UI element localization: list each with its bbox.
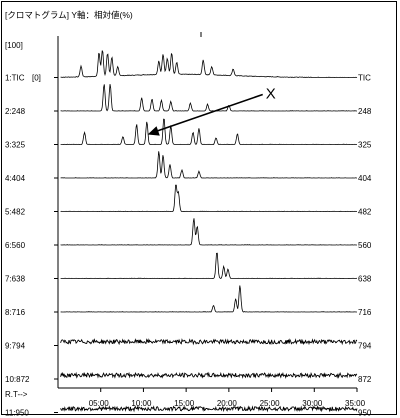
x-tick-label-6: 35:00 (345, 399, 366, 408)
trace-right-label-8-716: 716 (358, 308, 372, 317)
x-axis-label: R.T--> (5, 390, 28, 399)
trace-right-label-3-325: 325 (358, 141, 372, 150)
y-label-100: [100] (5, 41, 23, 50)
trace-label-1-tic: 1:TIC (5, 74, 25, 83)
trace-label-9-794: 9:794 (5, 342, 26, 351)
x-axis-ticks: 05:00 10:00 15:00 20:00 25:00 30:00 35:00 (89, 388, 366, 408)
x-tick-label-1: 10:00 (131, 399, 152, 408)
trace-line-3-325 (60, 118, 357, 145)
trace-right-label-6-560: 560 (358, 241, 372, 250)
trace-line-1-tic (60, 50, 358, 78)
trace-right-label-1-tic: TIC (358, 74, 371, 83)
trace-label-3-325: 3:325 (5, 141, 26, 150)
trace-right-label-11-950: 950 (358, 409, 372, 418)
x-tick-label-4: 25:00 (260, 399, 281, 408)
annotation-arrow-line (155, 93, 263, 133)
trace-line-6-560 (60, 218, 357, 246)
chart-title: [クロマトグラム] Y軸：相対値(%) (5, 10, 133, 20)
trace-line-5-482 (60, 184, 357, 212)
trace-label-10-872: 10:872 (5, 375, 30, 384)
trace-right-label-2-248: 248 (358, 107, 372, 116)
chromatogram-traces: 1:TIC [0] TIC 2:248 248 3:325 325 4:404 404 5:482… (5, 50, 372, 418)
trace-label-7-638: 7:638 (5, 275, 26, 284)
trace-line-8-716 (60, 285, 357, 313)
x-tick-label-0: 05:00 (89, 399, 110, 408)
trace-line-2-248 (60, 84, 357, 112)
annotation-x: X (147, 86, 276, 136)
trace-right-label-10-872: 872 (358, 375, 372, 384)
x-tick-label-3: 20:00 (217, 399, 238, 408)
trace-label-6-560: 6:560 (5, 241, 26, 250)
trace-line-7-638 (60, 252, 358, 279)
trace-line-9-794 (60, 338, 358, 346)
annotation-label: X (266, 86, 276, 103)
trace-line-4-404 (60, 151, 357, 179)
trace-label-2-248: 2:248 (5, 107, 26, 116)
trace-right-label-5-482: 482 (358, 208, 372, 217)
x-tick-label-2: 15:00 (174, 399, 195, 408)
annotation-arrow-head (147, 126, 160, 136)
trace-label-11-950: 11:950 (5, 409, 29, 418)
trace-right-label-7-638: 638 (358, 275, 372, 284)
trace-line-11-950 (60, 405, 358, 413)
trace-line-10-872 (60, 371, 358, 379)
trace-label-4-404: 4:404 (5, 174, 26, 183)
trace-right-label-9-794: 794 (358, 342, 372, 351)
x-tick-label-5: 30:00 (302, 399, 323, 408)
trace-label-8-716: 8:716 (5, 308, 26, 317)
trace-label-5-482: 5:482 (5, 208, 26, 217)
y-label-0: [0] (32, 74, 41, 83)
trace-right-label-4-404: 404 (358, 174, 372, 183)
